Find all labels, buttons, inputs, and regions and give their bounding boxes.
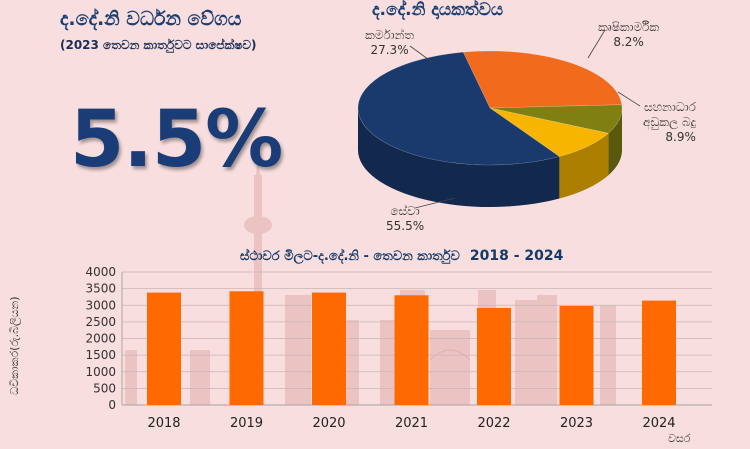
y-tick-label-0: 0	[108, 398, 116, 412]
pie-label-industry: කර්මාන්ත 27.3%	[365, 28, 414, 58]
x-tick-label-2018: 2018	[147, 416, 180, 431]
y-tick-label-7: 3500	[85, 282, 116, 296]
pie-side-2-0	[559, 133, 609, 199]
bar-2021	[394, 295, 429, 405]
bar-chart-title: ස්ථාවර මිලට-ද.දේ.නි - තෙවන කාර්තුව 2018 -…	[240, 248, 563, 264]
x-axis-label: වසර	[668, 432, 691, 445]
pie-label-industry-name: කර්මාන්ත	[365, 28, 415, 42]
x-tick-label-2020: 2020	[312, 416, 345, 431]
pie-label-agriculture-name: කෘෂිකාර්මික	[598, 20, 660, 34]
bar-2024	[642, 300, 676, 405]
pie-slice-2	[489, 107, 610, 157]
pie-leader-line-3	[414, 197, 456, 209]
bar-2019	[229, 291, 264, 405]
growth-rate-subtitle: (2023 තෙවන කාර්තුවට සාපේක්ෂව)	[60, 38, 257, 52]
bar-2023	[559, 305, 594, 405]
y-tick-label-3: 1500	[85, 348, 116, 362]
pie-chart-title: ද.දේ.නි දායකත්වය	[372, 0, 504, 20]
x-tick-label-2019: 2019	[230, 416, 263, 431]
growth-rate-value: 5.5%	[70, 95, 283, 185]
pie-leader-line-0	[409, 45, 433, 63]
x-tick-label-2021: 2021	[395, 416, 428, 431]
y-tick-label-5: 2500	[85, 315, 116, 329]
y-tick-label-1: 500	[93, 381, 116, 395]
y-axis-label: ධවිකාකර(රු.බිලියන)	[8, 296, 21, 395]
pie-label-taxes-line2: අඩුකල බදු	[643, 115, 696, 129]
bar-2022	[477, 307, 511, 405]
pie-label-industry-pct: 27.3%	[370, 43, 409, 57]
pie-label-taxes-line1: සහනාධාර	[644, 100, 696, 114]
pie-side-1-0	[608, 108, 622, 176]
pie-label-agriculture: කෘෂිකාර්මික 8.2%	[598, 20, 659, 50]
x-tick-label-2022: 2022	[477, 416, 510, 431]
pie-label-taxes: සහනාධාර අඩුකල බදු 8.9%	[643, 100, 696, 145]
pie-leader-line-2	[617, 91, 641, 107]
bar-2018	[147, 292, 181, 405]
bar-chart-title-text: ස්ථාවර මිලට-ද.දේ.නි - තෙවන කාර්තුව	[240, 249, 460, 264]
pie-label-services: සේවා 55.5%	[386, 204, 424, 234]
pie-label-agriculture-pct: 8.2%	[613, 35, 644, 49]
y-tick-label-4: 2000	[85, 332, 116, 346]
pie-label-taxes-pct: 8.9%	[665, 130, 696, 144]
pie-slice-0	[462, 50, 623, 109]
y-tick-label-6: 3000	[85, 298, 116, 312]
x-tick-label-2023: 2023	[560, 416, 593, 431]
pie-slice-3	[357, 51, 561, 166]
pie-side-3-0	[358, 108, 560, 207]
pie-label-services-pct: 55.5%	[386, 219, 425, 233]
x-tick-label-2024: 2024	[642, 416, 675, 431]
pie-leader-line-1	[587, 29, 606, 59]
y-tick-label-2: 1000	[85, 365, 116, 379]
y-tick-label-8: 4000	[85, 265, 116, 279]
pie-slice-1	[489, 104, 623, 134]
bar-2020	[312, 292, 346, 405]
pie-label-services-name: සේවා	[390, 204, 420, 218]
bar-chart-title-years: 2018 - 2024	[469, 248, 564, 264]
growth-rate-title: ද.දේ.නි වර්ධන වේගය	[60, 8, 242, 30]
